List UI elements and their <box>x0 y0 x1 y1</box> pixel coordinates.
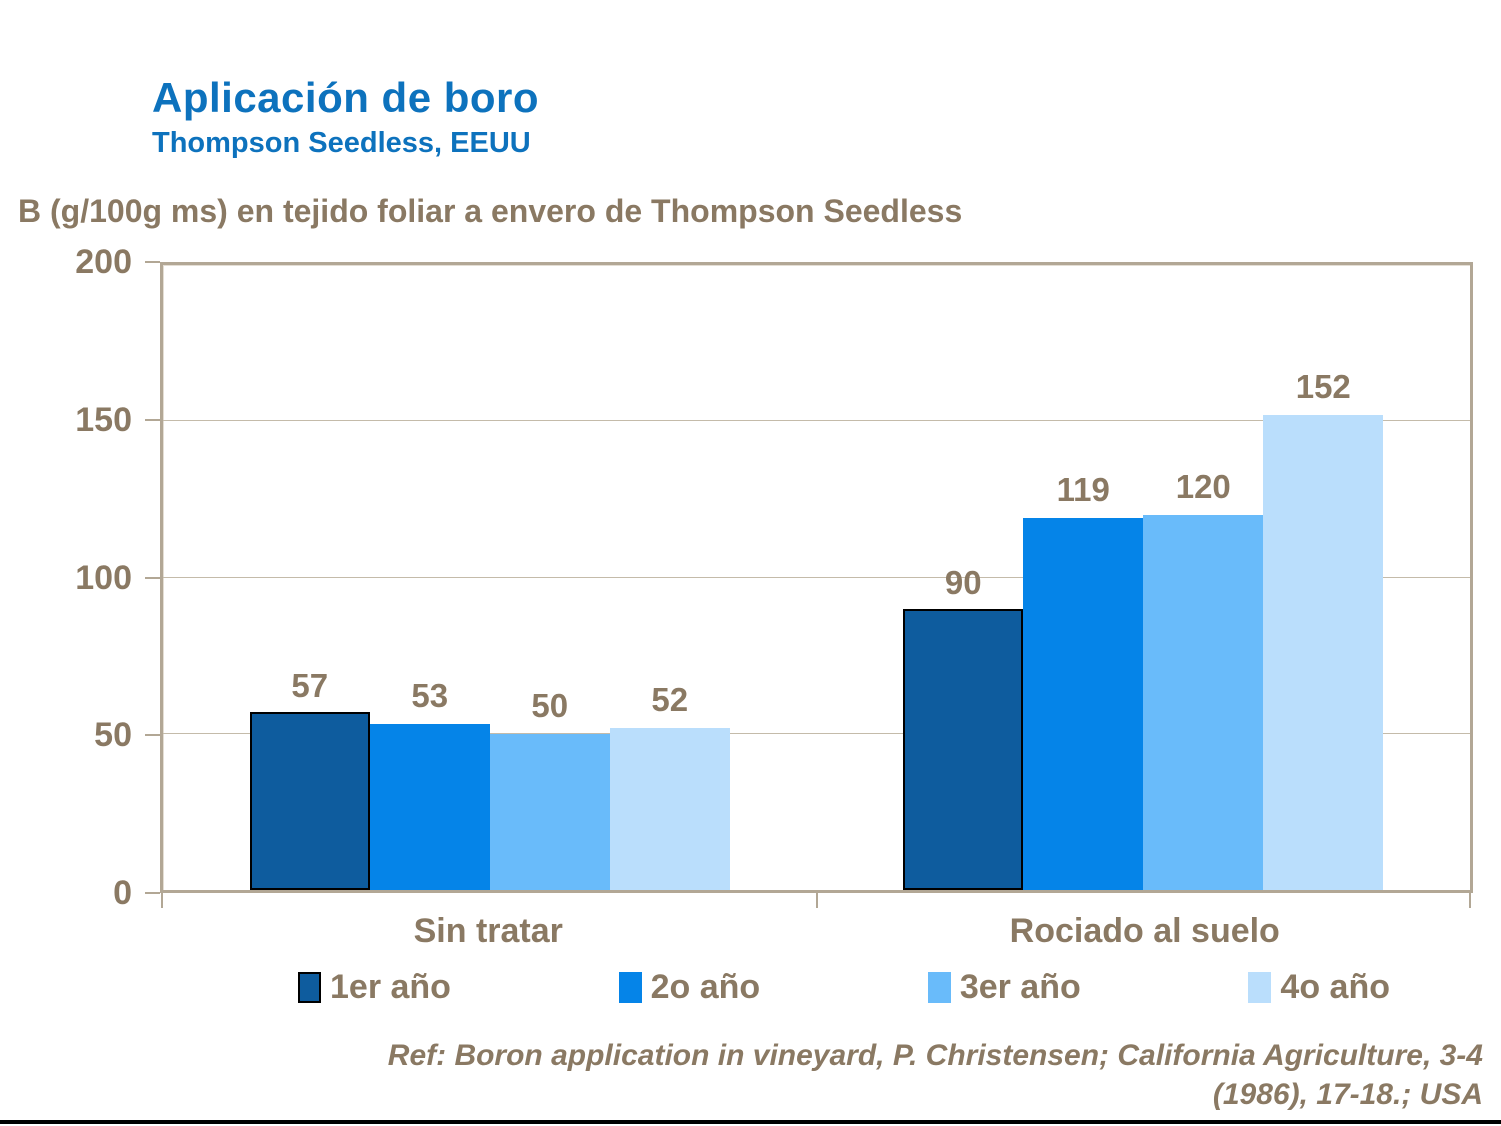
y-axis: 0 50 100 150 200 <box>0 243 160 912</box>
reference-line-2: (1986), 17-18.; USA <box>1212 1078 1483 1111</box>
y-tick-label-200: 200 <box>75 243 132 281</box>
plot-area: 57 53 50 52 90 119 120 152 <box>160 262 1473 908</box>
bar-value-label: 50 <box>531 686 569 724</box>
bar-value-label: 119 <box>1056 471 1110 509</box>
legend-item-1er-año: 1er año <box>298 968 451 1007</box>
bar-value-label: 90 <box>944 563 982 601</box>
category-label-sin-tratar: Sin tratar <box>413 912 563 950</box>
x-axis-labels: Sin tratar Rociado al suelo <box>160 912 1473 956</box>
legend-swatch-icon <box>298 971 321 1003</box>
legend-label: 2o año <box>650 967 761 1006</box>
bar-group-rociado-al-suelo: 90 119 120 152 <box>817 265 1471 890</box>
category-label-rociado-al-suelo: Rociado al suelo <box>1009 912 1280 950</box>
y-tick-mark-100 <box>145 576 160 579</box>
bar-4o-año: 52 <box>609 681 730 890</box>
bar-3er-año: 50 <box>489 687 610 890</box>
chart-title: B (g/100g ms) en tejido foliar a envero … <box>18 193 963 229</box>
y-tick-mark-150 <box>145 418 160 421</box>
y-tick-mark-0 <box>145 892 160 894</box>
y-tick-label-100: 100 <box>75 558 132 597</box>
bar-value-label: 53 <box>411 677 449 715</box>
legend-item-4o-año: 4o año <box>1248 968 1390 1007</box>
y-tick-label-50: 50 <box>94 716 132 755</box>
gridline-50 <box>163 732 1470 734</box>
y-tick-label-0: 0 <box>113 874 132 912</box>
x-axis-tick-middle <box>815 893 818 908</box>
y-tick-mark-50 <box>145 734 160 737</box>
bar-2o-año: 53 <box>369 677 490 890</box>
bar-value-label: 120 <box>1175 468 1231 505</box>
legend-swatch-icon <box>618 971 642 1003</box>
reference-text: Ref: Boron application in vineyard, P. C… <box>190 1036 1483 1114</box>
legend-swatch-icon <box>927 971 951 1003</box>
legend-swatch-icon <box>1248 971 1272 1003</box>
legend-label: 4o año <box>1280 967 1390 1006</box>
bar-1er-año: 90 <box>903 564 1024 890</box>
legend: 1er año 2o año 3er año 4o año <box>298 963 1390 1011</box>
x-axis-tick-left <box>161 893 163 908</box>
bar-group-sin-tratar: 57 53 50 52 <box>163 265 817 890</box>
legend-label: 1er año <box>330 967 451 1006</box>
slide-title: Aplicación de boro <box>152 74 540 121</box>
bottom-border-line <box>0 1120 1501 1124</box>
legend-label: 3er año <box>959 967 1081 1006</box>
bar-value-label: 52 <box>651 680 689 718</box>
bar-3er-año: 120 <box>1143 468 1264 890</box>
legend-item-3er-año: 3er año <box>927 967 1081 1007</box>
legend-item-2o-año: 2o año <box>618 967 761 1007</box>
bar-1er-año: 57 <box>249 667 370 890</box>
bar-value-label: 152 <box>1295 368 1351 405</box>
slide-subtitle: Thompson Seedless, EEUU <box>152 127 531 159</box>
bar-value-label: 57 <box>291 666 329 704</box>
x-axis-tick-right <box>1469 893 1471 908</box>
gridline-100 <box>163 576 1470 578</box>
bar-2o-año: 119 <box>1023 471 1144 890</box>
y-tick-mark-200 <box>145 261 160 263</box>
y-tick-label-150: 150 <box>75 400 132 439</box>
bar-4o-año: 152 <box>1263 368 1384 890</box>
gridline-150 <box>163 420 1470 422</box>
reference-line-1: Ref: Boron application in vineyard, P. C… <box>387 1039 1483 1072</box>
